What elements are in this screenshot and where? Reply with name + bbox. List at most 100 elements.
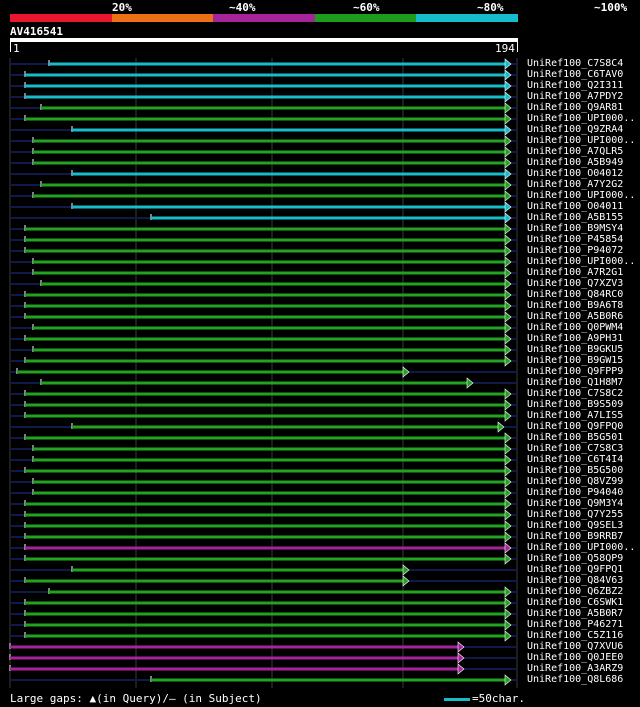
hit-label-link[interactable]: UniRef100_Q9FPQ0 <box>527 421 624 432</box>
query-start-coord: 1 <box>13 42 20 55</box>
hit-label-link[interactable]: UniRef100_A7LIS5 <box>527 410 624 421</box>
hit-label-link[interactable]: UniRef100_P94072 <box>527 245 624 256</box>
hit-label-link[interactable]: UniRef100_A7Y2G2 <box>527 179 624 190</box>
scale-label-20: 20% <box>112 1 132 14</box>
hit-label-link[interactable]: UniRef100_P94040 <box>527 487 624 498</box>
hit-label-link[interactable]: UniRef100_UPI000.. <box>527 113 636 124</box>
hit-label-link[interactable]: UniRef100_C7S8C3 <box>527 443 624 454</box>
hit-label-link[interactable]: UniRef100_P46271 <box>527 619 624 630</box>
hit-arrow-icon <box>504 333 512 345</box>
hit-label-link[interactable]: UniRef100_Q2I311 <box>527 80 624 91</box>
hit-label-link[interactable]: UniRef100_B9GW15 <box>527 355 624 366</box>
hit-label-link[interactable]: UniRef100_Q8L686 <box>527 674 624 685</box>
hit-label-link[interactable]: UniRef100_UPI000.. <box>527 190 636 201</box>
hit-label-link[interactable]: UniRef100_UPI000.. <box>527 135 636 146</box>
hit-arrow-icon <box>504 531 512 543</box>
hit-label-link[interactable]: UniRef100_UPI000.. <box>527 542 636 553</box>
hit-arrow-icon <box>504 289 512 301</box>
hit-arrow-icon <box>504 113 512 125</box>
hit-label-link[interactable]: UniRef100_Q9M3Y4 <box>527 498 624 509</box>
hit-label-link[interactable]: UniRef100_O04011 <box>527 201 624 212</box>
hit-label-link[interactable]: UniRef100_Q6ZBZ2 <box>527 586 624 597</box>
hit-arrow-icon <box>504 190 512 202</box>
hit-label-link[interactable]: UniRef100_Q9SEL3 <box>527 520 624 531</box>
hit-label-link[interactable]: UniRef100_A7PDY2 <box>527 91 624 102</box>
hit-arrow-icon <box>504 586 512 598</box>
hit-arrow-icon <box>504 267 512 279</box>
hit-label-link[interactable]: UniRef100_C6T4I4 <box>527 454 624 465</box>
query-end-coord: 194 <box>495 42 515 55</box>
hit-label-link[interactable]: UniRef100_Q9FPP9 <box>527 366 624 377</box>
hit-arrow-icon <box>504 432 512 444</box>
hit-label-link[interactable]: UniRef100_B9RRB7 <box>527 531 624 542</box>
hit-arrow-icon <box>504 157 512 169</box>
hit-label-link[interactable]: UniRef100_Q8VZ99 <box>527 476 624 487</box>
hit-label-link[interactable]: UniRef100_Q7XVU6 <box>527 641 624 652</box>
hit-label-link[interactable]: UniRef100_B9MSY4 <box>527 223 624 234</box>
scale-label-80: ~80% <box>477 1 504 14</box>
hit-label-link[interactable]: UniRef100_Q1H8M7 <box>527 377 624 388</box>
hit-arrow-icon <box>504 476 512 488</box>
hit-arrow-icon <box>504 300 512 312</box>
hit-label-link[interactable]: UniRef100_B9A6T8 <box>527 300 624 311</box>
hit-label-link[interactable]: UniRef100_Q0PWM4 <box>527 322 624 333</box>
hit-arrow-icon <box>466 377 474 389</box>
hit-arrow-icon <box>504 454 512 466</box>
query-bar <box>10 38 518 42</box>
hit-arrow-icon <box>504 58 512 70</box>
hit-arrow-icon <box>504 256 512 268</box>
legend-swatch <box>444 697 470 701</box>
hit-label-link[interactable]: UniRef100_B5G500 <box>527 465 624 476</box>
hit-arrow-icon <box>504 278 512 290</box>
hit-label-link[interactable]: UniRef100_O04012 <box>527 168 624 179</box>
hit-arrow-icon <box>504 509 512 521</box>
color-scale-bar <box>10 14 518 22</box>
scale-seg-red <box>10 14 112 22</box>
hit-label-link[interactable]: UniRef100_A7R2G1 <box>527 267 624 278</box>
hit-arrow-icon <box>504 124 512 136</box>
hit-arrow-icon <box>497 421 505 433</box>
hit-arrow-icon <box>504 91 512 103</box>
hit-label-link[interactable]: UniRef100_C6TAV0 <box>527 69 624 80</box>
hit-label-link[interactable]: UniRef100_B9GKU5 <box>527 344 624 355</box>
hit-label-link[interactable]: UniRef100_C6SWK1 <box>527 597 624 608</box>
hit-label-link[interactable]: UniRef100_A9PH31 <box>527 333 624 344</box>
hit-label-link[interactable]: UniRef100_C7S8C2 <box>527 388 624 399</box>
hit-label-link[interactable]: UniRef100_B5G501 <box>527 432 624 443</box>
hit-arrow-icon <box>402 366 410 378</box>
hit-label-link[interactable]: UniRef100_Q7XZV3 <box>527 278 624 289</box>
hit-label-link[interactable]: UniRef100_UPI000.. <box>527 256 636 267</box>
hit-arrow-icon <box>504 542 512 554</box>
hit-label-link[interactable]: UniRef100_Q0JEE0 <box>527 652 624 663</box>
hit-label-link[interactable]: UniRef100_P45854 <box>527 234 624 245</box>
hit-label-link[interactable]: UniRef100_C7S8C4 <box>527 58 624 69</box>
hit-arrow-icon <box>504 399 512 411</box>
hit-label-link[interactable]: UniRef100_A5B949 <box>527 157 624 168</box>
hit-arrow-icon <box>504 69 512 81</box>
hit-label-link[interactable]: UniRef100_A5B0R7 <box>527 608 624 619</box>
hit-arrow-icon <box>402 575 410 587</box>
hit-label-link[interactable]: UniRef100_A5B155 <box>527 212 624 223</box>
hit-arrow-icon <box>504 234 512 246</box>
hit-label-link[interactable]: UniRef100_Q9AR81 <box>527 102 624 113</box>
query-tick-start <box>10 42 11 52</box>
scale-label-100: ~100% <box>594 1 628 14</box>
hit-label-link[interactable]: UniRef100_Q84RC0 <box>527 289 624 300</box>
hit-arrow-icon <box>504 344 512 356</box>
hit-arrow-icon <box>504 410 512 422</box>
hit-label-link[interactable]: UniRef100_A5B0R6 <box>527 311 624 322</box>
hit-label-link[interactable]: UniRef100_Q9FPQ1 <box>527 564 624 575</box>
hit-label-link[interactable]: UniRef100_A7QLR5 <box>527 146 624 157</box>
hit-arrow-icon <box>504 608 512 620</box>
hit-arrow-icon <box>504 212 512 224</box>
hit-label-link[interactable]: UniRef100_Q9ZRA4 <box>527 124 624 135</box>
hit-label-link[interactable]: UniRef100_C5Z116 <box>527 630 624 641</box>
hit-label-link[interactable]: UniRef100_A3ARZ9 <box>527 663 624 674</box>
hit-arrow-icon <box>504 443 512 455</box>
hit-label-link[interactable]: UniRef100_Q84V63 <box>527 575 624 586</box>
hit-label-link[interactable]: UniRef100_B9S509 <box>527 399 624 410</box>
hit-label-link[interactable]: UniRef100_Q58QP9 <box>527 553 624 564</box>
hit-label-link[interactable]: UniRef100_Q7Y255 <box>527 509 624 520</box>
